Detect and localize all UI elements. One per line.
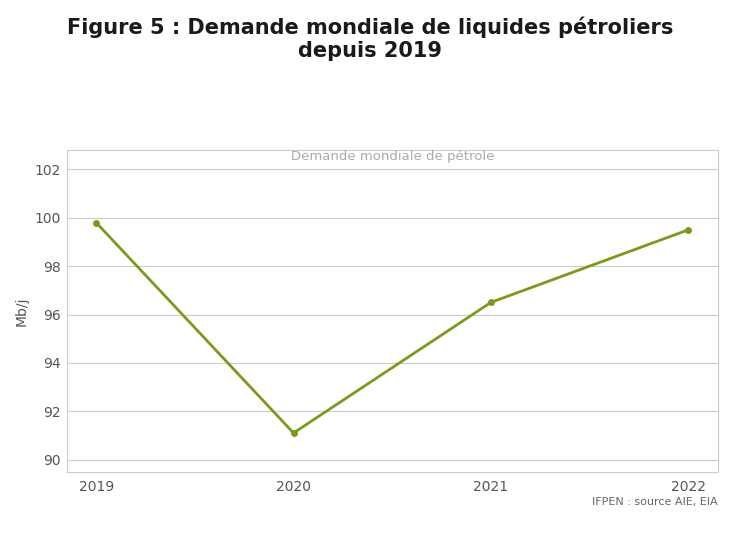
Text: IFPEN : source AIE, EIA: IFPEN : source AIE, EIA (592, 497, 718, 508)
Text: Demande mondiale de pétrole: Demande mondiale de pétrole (291, 150, 494, 163)
Text: Figure 5 : Demande mondiale de liquides pétroliers
depuis 2019: Figure 5 : Demande mondiale de liquides … (67, 16, 673, 61)
Y-axis label: Mb/j: Mb/j (15, 296, 29, 326)
